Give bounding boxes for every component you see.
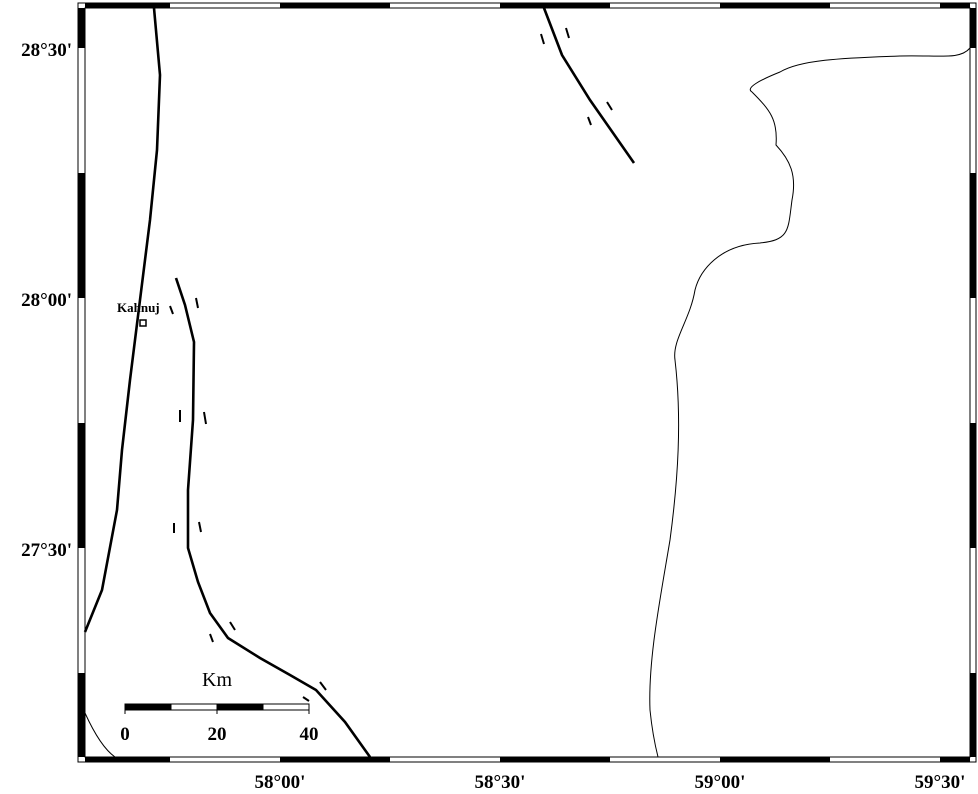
latitude-label: 27°30' — [21, 540, 72, 561]
longitude-label: 59°00' — [695, 772, 746, 793]
inner-border — [84, 7, 971, 758]
scale-label: 40 — [300, 724, 319, 745]
coastline — [649, 47, 971, 758]
border-segment — [78, 423, 85, 548]
border-segment — [970, 173, 976, 298]
coastline — [84, 712, 116, 758]
slip-arrows — [169, 27, 613, 702]
longitude-label: 58°00' — [255, 772, 306, 793]
scale-unit: Km — [202, 669, 232, 691]
border-segment — [280, 757, 390, 762]
town-marker — [139, 319, 147, 327]
fault — [174, 277, 372, 758]
labels: 28°30' 28°00' 27°30' 58°00' 58°30' 59°00' 59°3… — [21, 40, 965, 793]
map-frame — [77, 2, 977, 763]
border-segment — [940, 3, 970, 8]
border-segment — [720, 3, 830, 8]
border-segment — [85, 3, 170, 8]
border-segment — [970, 8, 976, 48]
place-label: Kahnuj — [117, 300, 160, 315]
scale-bar — [124, 703, 310, 714]
border-segment — [500, 3, 610, 8]
border-segment — [970, 673, 976, 757]
border-segment — [78, 8, 85, 48]
border-segment — [78, 173, 85, 298]
border-segment — [720, 757, 830, 762]
outer-border — [77, 2, 977, 763]
border-segment — [500, 757, 610, 762]
fault — [542, 7, 636, 164]
longitude-label: 59°30' — [915, 772, 966, 793]
border-segment — [78, 673, 85, 757]
border-segment — [280, 3, 390, 8]
fault — [83, 7, 162, 633]
latitude-label: 28°30' — [21, 40, 72, 61]
scale-label: 20 — [208, 724, 227, 745]
scale-label: 0 — [120, 724, 130, 745]
longitude-label: 58°30' — [475, 772, 526, 793]
latitude-label: 28°00' — [21, 290, 72, 311]
border-segment — [85, 757, 170, 762]
border-segment — [940, 757, 970, 762]
geography — [83, 7, 971, 758]
border-segment — [970, 423, 976, 548]
